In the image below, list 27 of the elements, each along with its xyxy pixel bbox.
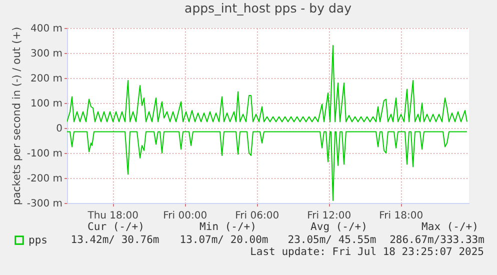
text: Max (-/+): [422, 221, 478, 233]
line-series: [67, 45, 468, 122]
text: Last update: Fri Jul 18 23:25:07 2025: [250, 246, 484, 258]
y-tick-label: -100 m: [26, 148, 62, 160]
text: 13.42m/ 30.76m: [70, 234, 160, 246]
y-tick-label: -200 m: [26, 174, 62, 184]
y-tick-label: -300 m: [26, 198, 62, 210]
chart-title: apps_int_host pps - by day: [184, 0, 352, 16]
y-tick-label: 300 m: [30, 48, 62, 60]
text: Cur (-/+): [88, 221, 144, 233]
x-tick-label: Fri 12:00: [307, 210, 352, 222]
text: 23.05m/ 45.55m: [288, 234, 376, 246]
line-series: [67, 131, 468, 201]
y-tick-label: 0: [56, 124, 62, 134]
x-tick-label: Thu 18:00: [86, 210, 138, 222]
text: 13.07m/ 20.00m: [180, 234, 268, 246]
y-axis-title: packets per second in (-) / out (+): [10, 26, 23, 206]
x-tick-label: Fri 18:00: [379, 210, 424, 222]
legend-label: pps: [28, 234, 48, 246]
text: 286.67m/333.33m: [390, 234, 484, 246]
text: Avg (-/+): [310, 221, 368, 233]
x-tick-label: Fri 06:00: [235, 210, 280, 222]
y-tick-label: 400 m: [30, 24, 62, 34]
x-tick-label: Fri 00:00: [163, 210, 208, 222]
y-tick-label: 100 m: [30, 98, 62, 110]
text: Min (-/+): [200, 221, 256, 233]
y-tick-label: 200 m: [30, 74, 62, 84]
